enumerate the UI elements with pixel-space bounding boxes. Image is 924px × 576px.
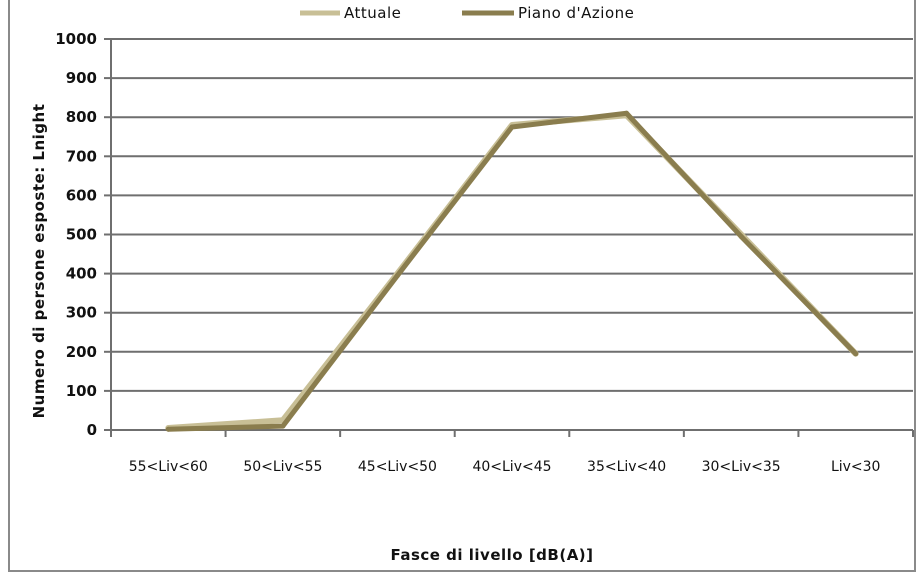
y-tick-labels: 0 100 200 300 400 500 600 700 800 900 1000 — [55, 30, 97, 439]
y-tick-label-500: 500 — [66, 226, 97, 244]
legend-label-attuale: Attuale — [344, 4, 401, 22]
x-tick-label: 50<Liv<55 — [243, 459, 322, 475]
data-point — [165, 426, 171, 432]
x-tick-label: 40<Liv<45 — [472, 459, 551, 475]
y-tick-label-700: 700 — [66, 147, 97, 165]
x-axis-title: Fasce di livello [dB(A)] — [390, 546, 593, 564]
y-tick-label-800: 800 — [66, 108, 97, 126]
data-point — [509, 124, 515, 130]
y-tick-label-0: 0 — [87, 421, 97, 439]
data-point — [853, 351, 859, 357]
y-tick-label-300: 300 — [66, 304, 97, 322]
x-tick-label: 30<Liv<35 — [702, 459, 781, 475]
y-tick-label-200: 200 — [66, 343, 97, 361]
data-point — [738, 233, 744, 239]
grid-lines — [104, 38, 913, 431]
series-line-1 — [165, 110, 859, 432]
series-lines — [165, 110, 859, 432]
y-tick-label-100: 100 — [66, 382, 97, 400]
x-tick-label: Liv<30 — [831, 459, 881, 475]
y-tick-label-1000: 1000 — [55, 30, 97, 48]
x-axis: 55<Liv<60 50<Liv<55 45<Liv<50 40<Liv<45 35<L… — [110, 39, 914, 475]
series-line-0 — [165, 112, 859, 432]
x-tick-label: 45<Liv<50 — [358, 459, 437, 475]
x-tick-label: 55<Liv<60 — [129, 459, 208, 475]
legend: Attuale Piano d'Azione — [300, 4, 634, 22]
legend-label-piano: Piano d'Azione — [518, 4, 634, 22]
y-tick-label-400: 400 — [66, 265, 97, 283]
y-axis-title: Numero di persone esposte: Lnight — [30, 104, 48, 419]
chart-frame — [8, 0, 916, 572]
data-point — [624, 110, 630, 116]
x-tick-label: 35<Liv<40 — [587, 459, 666, 475]
y-tick-label-600: 600 — [66, 186, 97, 204]
data-point — [280, 423, 286, 429]
y-tick-label-900: 900 — [66, 69, 97, 87]
data-point — [394, 273, 400, 279]
